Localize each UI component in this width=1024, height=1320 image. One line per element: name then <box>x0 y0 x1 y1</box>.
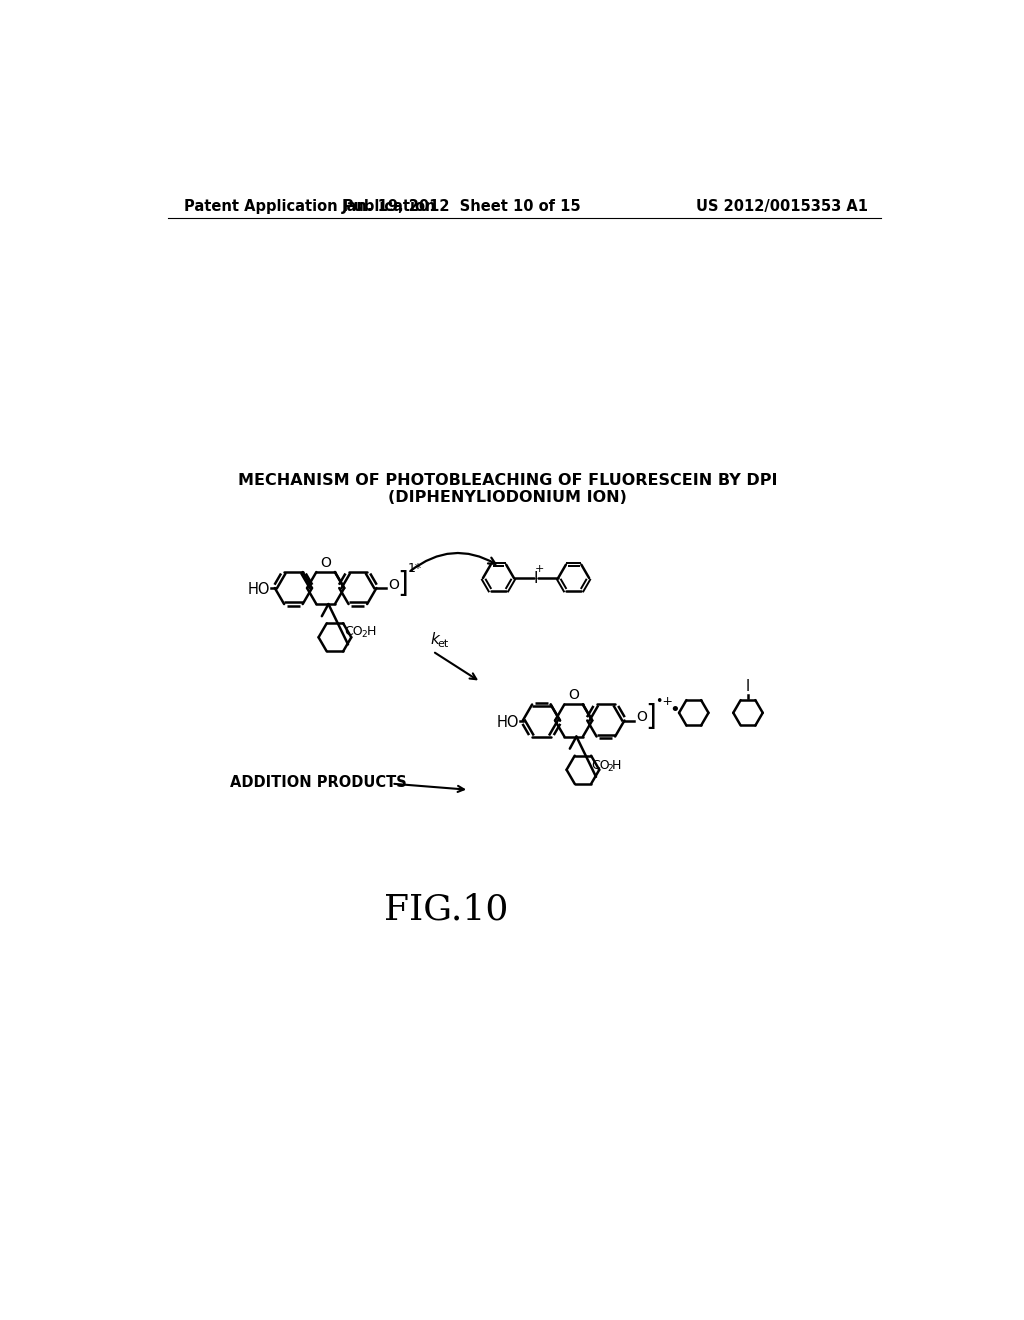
Text: FIG.10: FIG.10 <box>384 892 508 927</box>
Text: Patent Application Publication: Patent Application Publication <box>183 199 435 214</box>
Text: MECHANISM OF PHOTOBLEACHING OF FLUORESCEIN BY DPI: MECHANISM OF PHOTOBLEACHING OF FLUORESCE… <box>238 473 777 488</box>
Text: k: k <box>430 632 439 647</box>
Text: CO: CO <box>345 626 364 638</box>
Text: •: • <box>669 701 680 719</box>
Text: O: O <box>568 688 579 702</box>
Text: H: H <box>367 626 376 638</box>
Text: I: I <box>534 572 539 586</box>
Text: et: et <box>437 639 449 649</box>
Text: +: + <box>535 564 544 574</box>
Text: ]: ] <box>397 570 409 598</box>
Text: I: I <box>745 680 751 694</box>
Text: ]: ] <box>645 702 656 731</box>
Text: 2: 2 <box>607 763 613 772</box>
Text: (DIPHENYLIODONIUM ION): (DIPHENYLIODONIUM ION) <box>388 490 627 504</box>
Text: •+: •+ <box>655 694 674 708</box>
Text: ADDITION PRODUCTS: ADDITION PRODUCTS <box>229 775 407 789</box>
Text: HO: HO <box>497 714 519 730</box>
Text: 2: 2 <box>361 630 368 639</box>
Text: US 2012/0015353 A1: US 2012/0015353 A1 <box>696 199 868 214</box>
Text: HO: HO <box>248 582 270 597</box>
Text: Jan. 19, 2012  Sheet 10 of 15: Jan. 19, 2012 Sheet 10 of 15 <box>341 199 581 214</box>
Text: O: O <box>321 556 331 570</box>
Text: H: H <box>612 759 622 771</box>
Text: CO: CO <box>591 759 609 771</box>
Text: 1*: 1* <box>408 562 422 576</box>
Text: O: O <box>636 710 647 725</box>
Text: O: O <box>388 578 399 591</box>
